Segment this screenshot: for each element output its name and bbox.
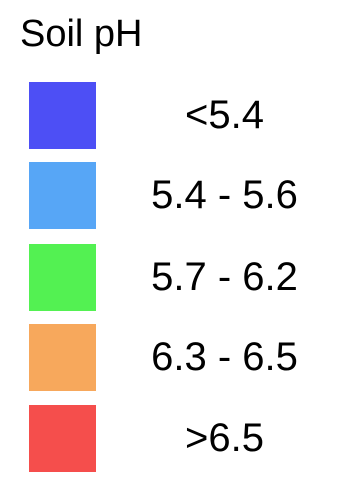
legend-item-below-5-4: <5.4 <box>0 82 349 152</box>
legend-item-5-4-to-5-6: 5.4 - 5.6 <box>0 162 349 232</box>
legend-label: 5.7 - 6.2 <box>151 255 298 299</box>
legend-swatch <box>29 405 96 472</box>
legend-swatch <box>29 82 96 149</box>
legend-item-5-7-to-6-2: 5.7 - 6.2 <box>0 244 349 314</box>
legend-swatch <box>29 324 96 391</box>
legend-swatch <box>29 244 96 311</box>
legend-label: <5.4 <box>185 93 264 137</box>
legend-item-above-6-5: >6.5 <box>0 405 349 475</box>
legend-title: Soil pH <box>20 13 143 55</box>
legend-label: 5.4 - 5.6 <box>151 173 298 217</box>
legend-item-6-3-to-6-5: 6.3 - 6.5 <box>0 324 349 394</box>
legend-swatch <box>29 162 96 229</box>
legend-label: 6.3 - 6.5 <box>151 335 298 379</box>
legend-label: >6.5 <box>185 416 264 460</box>
